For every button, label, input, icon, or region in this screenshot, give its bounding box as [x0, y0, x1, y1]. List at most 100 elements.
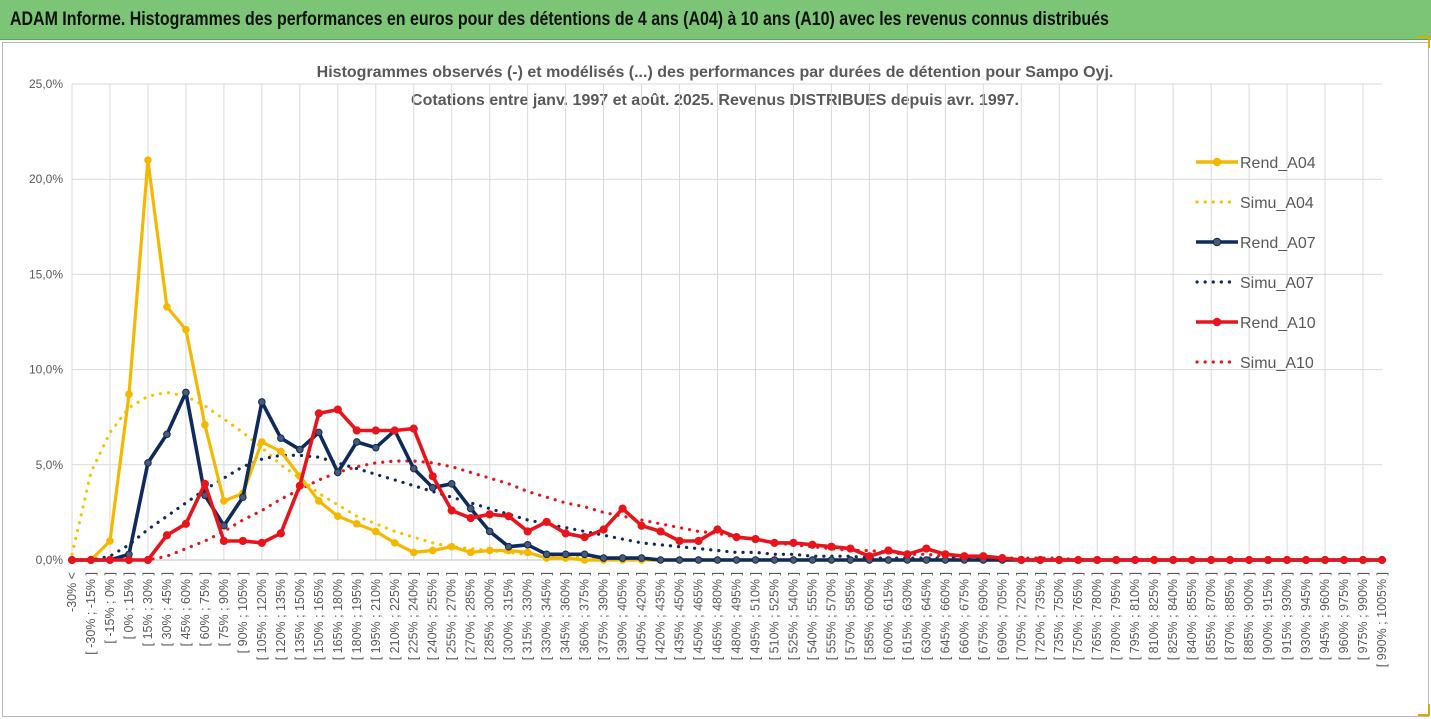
x-tick-label: [ 0% ; 15% ] — [122, 572, 136, 639]
data-point-rend-a10 — [428, 472, 437, 481]
data-point-rend-a10 — [789, 538, 798, 547]
series-rend-a04 — [68, 156, 1386, 564]
legend-entry-simu-a10: Simu_A10 — [1195, 355, 1314, 372]
x-tick-label: [ 270% ; 285% ] — [464, 572, 478, 660]
data-point-rend-a04 — [523, 548, 532, 557]
data-point-rend-a10 — [1036, 555, 1045, 565]
data-point-rend-a04 — [106, 537, 114, 545]
data-point-rend-a10 — [656, 527, 665, 536]
data-point-rend-a04 — [333, 512, 342, 521]
data-point-rend-a07 — [884, 556, 893, 564]
data-point-rend-a04 — [201, 421, 209, 429]
x-tick-label: [ 480% ; 495% ] — [729, 572, 743, 660]
data-point-rend-a10 — [523, 527, 532, 536]
x-tick-label: [ 975% ; 990% ] — [1356, 572, 1370, 660]
data-point-rend-a10 — [105, 555, 115, 565]
data-point-rend-a07 — [352, 438, 361, 446]
data-point-rend-a10 — [694, 536, 703, 546]
data-point-rend-a10 — [713, 525, 722, 534]
y-tick-label: 25,0% — [29, 77, 63, 91]
data-point-rend-a10 — [1074, 555, 1083, 565]
x-tick-label: [ 705% ; 720% ] — [1014, 572, 1028, 660]
data-point-rend-a10 — [979, 552, 988, 561]
x-tick-label: [ 720% ; 735% ] — [1033, 572, 1047, 660]
y-tick-label: 5,0% — [36, 458, 64, 472]
x-tick-label: [ 75% ; 90% ] — [217, 572, 231, 646]
data-point-rend-a04 — [220, 497, 228, 505]
data-point-rend-a07 — [542, 550, 551, 559]
series-line-rend-a04 — [72, 158, 1382, 562]
legend-entry-rend-a10: Rend_A10 — [1196, 315, 1316, 332]
data-point-rend-a10 — [1226, 555, 1235, 565]
x-tick-label: [ 780% ; 795% ] — [1109, 572, 1123, 660]
data-point-rend-a07 — [182, 388, 190, 397]
data-point-rend-a10 — [466, 514, 475, 523]
data-point-rend-a07 — [504, 542, 513, 551]
data-point-rend-a10 — [1358, 555, 1368, 565]
x-tick-label: [ 225% ; 240% ] — [407, 572, 421, 660]
data-point-rend-a04 — [125, 390, 133, 399]
data-point-rend-a07 — [580, 550, 589, 559]
data-point-rend-a10 — [447, 506, 456, 515]
data-point-rend-a10 — [542, 517, 551, 527]
legend-entry-rend-a07: Rend_A07 — [1196, 235, 1316, 252]
x-tick-label: [ 285% ; 300% ] — [483, 572, 497, 660]
x-tick-label: [ -30% ; -15% ] — [84, 572, 98, 655]
x-tick-label: [ 585% ; 600% ] — [862, 572, 876, 660]
x-tick-label: [ 495% ; 510% ] — [748, 572, 762, 660]
data-point-rend-a04 — [277, 447, 285, 456]
data-point-rend-a10 — [124, 555, 134, 565]
x-tick-label: [ 450% ; 465% ] — [692, 572, 706, 660]
data-point-rend-a10 — [998, 553, 1007, 563]
data-point-rend-a10 — [732, 533, 741, 542]
data-point-rend-a07 — [333, 468, 342, 477]
data-point-rend-a10 — [1282, 555, 1292, 565]
data-point-rend-a07 — [751, 556, 760, 564]
data-point-rend-a10 — [181, 519, 191, 528]
data-point-rend-a07 — [163, 430, 171, 439]
x-tick-label: [ 435% ; 450% ] — [673, 572, 687, 660]
x-tick-label: [ 345% ; 360% ] — [559, 572, 573, 660]
x-tick-label: [ 795% ; 810% ] — [1128, 572, 1142, 660]
data-point-rend-a10 — [751, 534, 760, 544]
x-tick-label: [ 750% ; 765% ] — [1071, 572, 1085, 660]
data-point-rend-a07 — [808, 556, 817, 564]
x-tick-label: [ 390% ; 405% ] — [616, 572, 630, 660]
data-point-rend-a10 — [770, 538, 779, 547]
x-tick-label: [ 120% ; 135% ] — [274, 572, 288, 660]
x-tick-label: [ 420% ; 435% ] — [654, 572, 668, 660]
x-tick-label: [ 690% ; 705% ] — [995, 572, 1009, 660]
x-tick-label: [ 90% ; 105% ] — [236, 572, 250, 653]
chart-title: Histogrammes observés (-) et modélisés (… — [317, 64, 1114, 81]
data-point-rend-a04 — [315, 497, 323, 505]
x-tick-label: [ 405% ; 420% ] — [635, 572, 649, 660]
data-point-rend-a07 — [485, 527, 494, 536]
x-tick-label: [ 330% ; 345% ] — [540, 572, 554, 660]
legend-label: Simu_A10 — [1240, 355, 1314, 372]
series-line-rend-a10 — [72, 407, 1382, 562]
x-tick-label: [ 195% ; 210% ] — [369, 572, 383, 660]
legend-marker — [1212, 237, 1222, 247]
y-tick-label: 20,0% — [29, 172, 63, 186]
x-tick-label: [ 525% ; 540% ] — [786, 572, 800, 660]
x-tick-label: [ 960% ; 975% ] — [1337, 572, 1351, 660]
x-tick-label: [ 570% ; 585% ] — [843, 572, 857, 660]
x-tick-label: [ 135% ; 150% ] — [293, 572, 307, 660]
x-tick-label: [ 735% ; 750% ] — [1052, 572, 1066, 660]
chart-subtitle: Cotations entre janv. 1997 et août. 2025… — [411, 92, 1019, 109]
data-point-rend-a04 — [258, 438, 266, 446]
legend-entry-simu-a04: Simu_A04 — [1195, 195, 1314, 212]
legend-label: Simu_A04 — [1240, 195, 1314, 212]
x-tick-label: [ 765% ; 780% ] — [1090, 572, 1104, 660]
data-point-rend-a04 — [163, 302, 171, 311]
x-tick-label: [ 105% ; 120% ] — [255, 572, 269, 660]
data-point-rend-a10 — [1150, 555, 1159, 565]
data-point-rend-a07 — [144, 459, 152, 467]
data-point-rend-a10 — [390, 426, 399, 435]
data-point-rend-a07 — [447, 480, 456, 488]
data-point-rend-a10 — [922, 544, 931, 553]
legend-entry-rend-a04: Rend_A04 — [1196, 155, 1316, 172]
y-tick-label: 10,0% — [29, 363, 63, 377]
report-title: ADAM Informe. Histogrammes des performan… — [10, 9, 1109, 30]
data-point-rend-a10 — [637, 521, 646, 530]
